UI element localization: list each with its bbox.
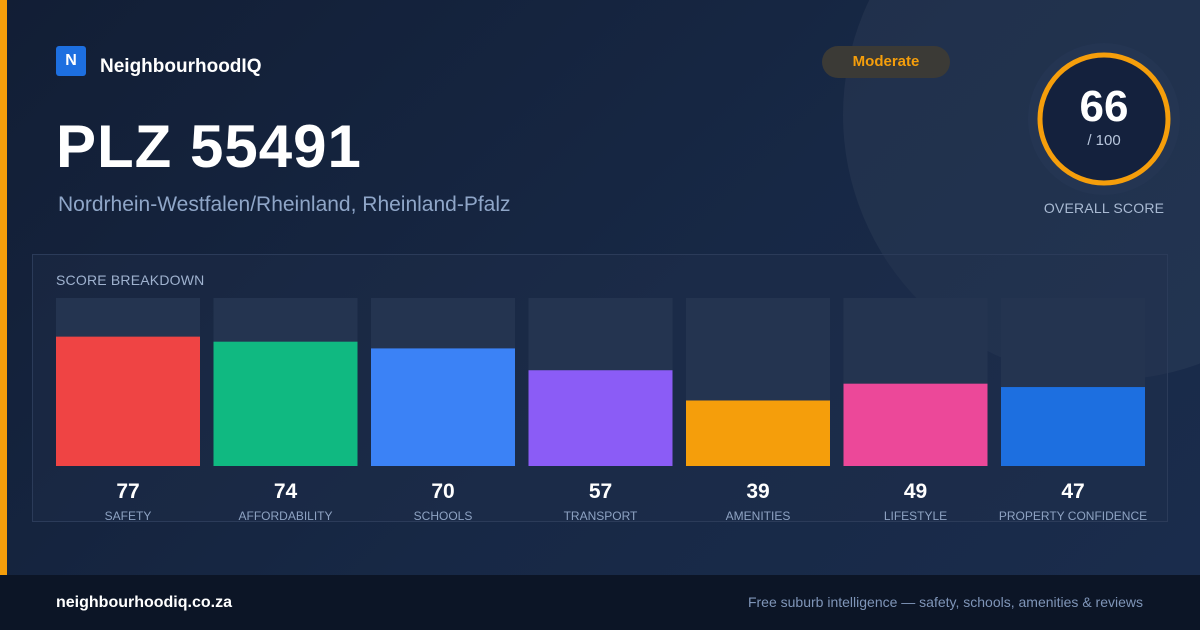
bar xyxy=(528,370,673,466)
bar-value-label: 57 xyxy=(589,480,612,503)
bar-group: 74 AFFORDABILITY xyxy=(213,298,358,523)
brand-name: NeighbourhoodIQ xyxy=(100,56,262,77)
accent-bar xyxy=(0,0,7,575)
gauge-ring xyxy=(1037,52,1171,186)
page-title: PLZ 55491 xyxy=(56,113,362,180)
bar-value-label: 39 xyxy=(746,480,769,503)
bar-value-label: 47 xyxy=(1061,480,1084,503)
footer xyxy=(0,575,1200,630)
footer-url[interactable]: neighbourhoodiq.co.za xyxy=(56,594,232,611)
overall-score-label: OVERALL SCORE xyxy=(1043,200,1165,216)
rating-badge: Moderate xyxy=(822,46,950,78)
bar xyxy=(686,400,830,466)
logo-icon: N xyxy=(56,46,86,76)
bar-value-label: 77 xyxy=(116,480,139,503)
bar-value-label: 70 xyxy=(431,480,454,503)
bar-group: 57 TRANSPORT xyxy=(528,298,673,523)
bar-group: 49 LIFESTYLE xyxy=(843,298,988,523)
bar-category-label: AMENITIES xyxy=(726,509,791,523)
overall-score-value: 66 xyxy=(1079,82,1129,131)
bar-category-label: TRANSPORT xyxy=(564,509,638,523)
bar-category-label: PROPERTY CONFIDENCE xyxy=(999,509,1147,523)
breakdown-title: SCORE BREAKDOWN xyxy=(56,272,205,288)
bar-group: 47 PROPERTY CONFIDENCE xyxy=(999,298,1147,523)
bar xyxy=(1001,387,1145,466)
bar-category-label: SCHOOLS xyxy=(414,509,473,523)
bar-value-label: 74 xyxy=(274,480,298,503)
bar-category-label: AFFORDABILITY xyxy=(238,509,332,523)
bar-category-label: SAFETY xyxy=(105,509,152,523)
bar-group: 39 AMENITIES xyxy=(686,298,830,523)
bar xyxy=(371,348,515,466)
bar xyxy=(56,336,200,466)
overall-score-gauge xyxy=(1028,43,1180,195)
bar-value-label: 49 xyxy=(904,480,927,503)
bar xyxy=(843,383,988,466)
bar-category-label: LIFESTYLE xyxy=(884,509,947,523)
bar-group: 70 SCHOOLS xyxy=(371,298,515,523)
footer-tagline: Free suburb intelligence — safety, schoo… xyxy=(747,594,1143,610)
overall-score-max: / 100 xyxy=(1087,132,1121,149)
bar-group: 77 SAFETY xyxy=(56,298,200,523)
score-breakdown-chart: 77 SAFETY 74 AFFORDABILITY 70 SCHOOLS 57 TRANSP… xyxy=(56,298,1147,523)
location-subtitle: Nordrhein-Westfalen/Rheinland, Rheinland… xyxy=(58,193,511,216)
bar xyxy=(213,341,358,466)
